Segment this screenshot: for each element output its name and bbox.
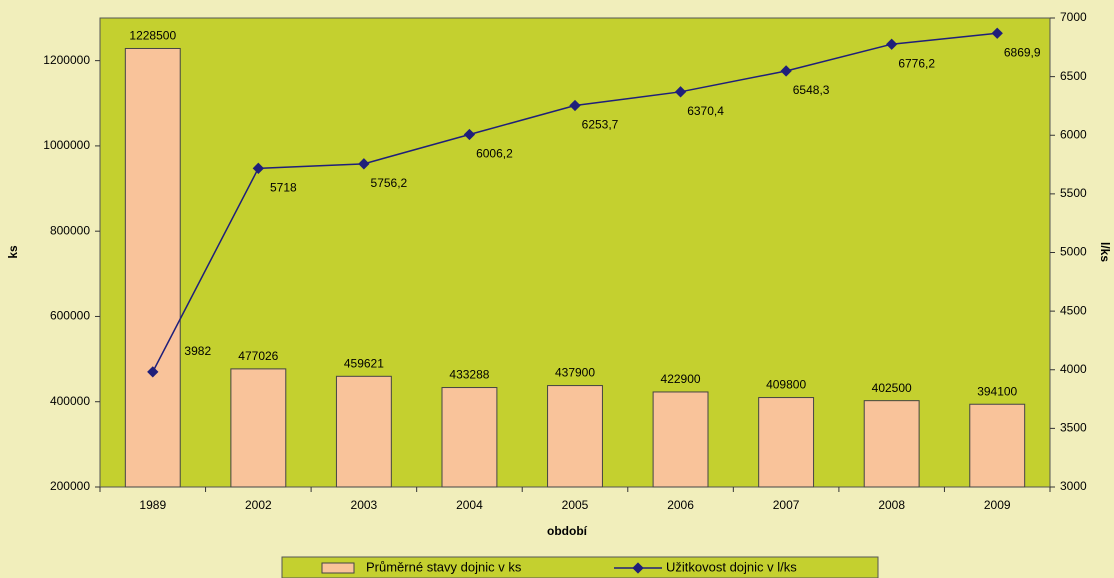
bar [758, 397, 815, 488]
legend-label: Průměrné stavy dojnic v ks [366, 559, 522, 574]
y2-tick-label: 4000 [1060, 362, 1087, 376]
bar-value-label: 437900 [555, 366, 595, 380]
y2-tick-label: 6000 [1060, 127, 1087, 141]
x-tick-label: 2007 [773, 498, 800, 512]
line-value-label: 6869,9 [1004, 45, 1041, 59]
y-tick-label: 1000000 [43, 138, 90, 152]
bar-value-label: 409800 [766, 378, 806, 392]
y2-tick-label: 6500 [1060, 69, 1087, 83]
line-value-label: 6776,2 [898, 56, 935, 70]
bar-value-label: 422900 [661, 372, 701, 386]
bar-value-label: 394100 [977, 384, 1017, 398]
bar-value-label: 1228500 [129, 29, 176, 43]
x-tick-label: 2005 [562, 498, 589, 512]
line-value-label: 6548,3 [793, 83, 830, 97]
y2-tick-label: 7000 [1060, 10, 1087, 24]
x-tick-label: 2004 [456, 498, 483, 512]
legend-swatch [321, 562, 355, 574]
y-axis-label: ks [6, 245, 20, 259]
x-tick-label: 2006 [667, 498, 694, 512]
bar [441, 387, 498, 488]
legend-marker [632, 562, 644, 574]
line-value-label: 3982 [184, 344, 211, 358]
x-tick-label: 1989 [139, 498, 166, 512]
line-value-label: 6253,7 [582, 118, 619, 132]
line-value-label: 5718 [270, 180, 297, 194]
legend-box [281, 556, 879, 578]
line-marker [358, 158, 370, 170]
y-tick-label: 400000 [50, 394, 90, 408]
bar-value-label: 402500 [872, 381, 912, 395]
y2-tick-label: 3500 [1060, 421, 1087, 435]
y2-tick-label: 4500 [1060, 303, 1087, 317]
y-tick-label: 1200000 [43, 53, 90, 67]
bar [547, 385, 603, 488]
bar-value-label: 477026 [238, 349, 278, 363]
line-marker [147, 366, 159, 378]
bar [863, 400, 920, 488]
x-tick-label: 2003 [351, 498, 378, 512]
y2-tick-label: 5500 [1060, 186, 1087, 200]
line-value-label: 6370,4 [687, 104, 724, 118]
bar [652, 391, 709, 488]
x-axis-label: období [547, 524, 588, 538]
bar [969, 403, 1026, 488]
line-marker [463, 128, 476, 141]
line-value-label: 5756,2 [371, 176, 408, 190]
y-tick-label: 800000 [50, 223, 90, 237]
y2-axis-label: l/ks [1098, 242, 1112, 262]
y2-tick-label: 5000 [1060, 245, 1087, 259]
bar-value-label: 459621 [344, 356, 384, 370]
x-tick-label: 2002 [245, 498, 272, 512]
x-tick-label: 2008 [878, 498, 905, 512]
bar [335, 375, 392, 488]
x-tick-label: 2009 [984, 498, 1011, 512]
y-tick-label: 600000 [50, 309, 90, 323]
y-tick-label: 200000 [50, 479, 90, 493]
line-marker [886, 38, 898, 50]
legend-label: Užitkovost dojnic v l/ks [666, 559, 797, 574]
y2-tick-label: 3000 [1060, 479, 1087, 493]
bar [230, 368, 287, 488]
bar-value-label: 433288 [449, 368, 489, 382]
line-value-label: 6006,2 [476, 147, 513, 161]
bar [124, 47, 181, 488]
